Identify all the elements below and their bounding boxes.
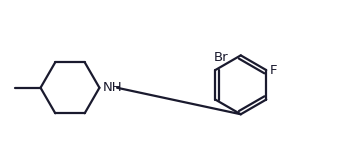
Text: F: F: [270, 64, 278, 77]
Text: NH: NH: [102, 81, 122, 94]
Text: Br: Br: [213, 51, 228, 64]
